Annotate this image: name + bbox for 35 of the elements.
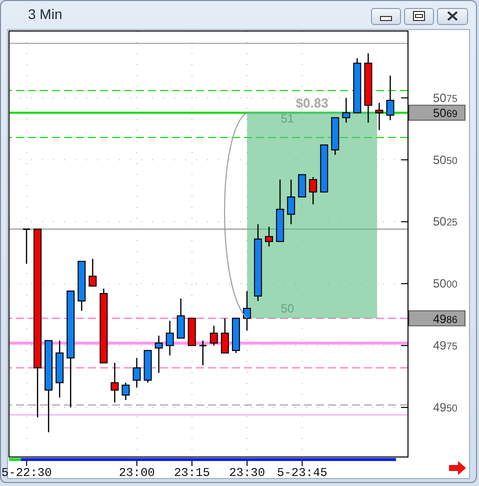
candlestick	[210, 325, 218, 346]
ref-line-label: 5069	[433, 106, 458, 120]
candlestick	[110, 362, 119, 404]
ref-line-label: 4986	[433, 312, 458, 326]
candlestick	[242, 290, 251, 332]
annotation: 51	[280, 112, 294, 126]
y-tick-label: 5075	[433, 90, 458, 105]
candlestick	[220, 318, 229, 354]
x-tick-label: 23:15	[174, 466, 210, 480]
candlestick	[154, 335, 163, 374]
candlestick	[132, 357, 141, 388]
candlestick	[309, 176, 318, 205]
chart-title: 3 Min	[28, 6, 62, 22]
y-tick-label: 4975	[433, 338, 458, 353]
candlestick	[265, 226, 274, 248]
y-tick-label: 5000	[433, 276, 458, 291]
candlestick	[122, 382, 130, 401]
candlestick	[298, 174, 306, 198]
candlestick	[88, 258, 97, 287]
y-tick-label: 4950	[433, 400, 458, 414]
candlestick	[176, 298, 185, 339]
candlestick	[342, 97, 350, 124]
x-tick-label: 23:30	[229, 466, 266, 480]
x-tick-label: 23:00	[118, 466, 155, 480]
candlestick	[287, 179, 296, 225]
annotation: $0.83	[296, 95, 328, 110]
candlestick	[166, 320, 174, 356]
y-tick-label: 5025	[433, 214, 458, 229]
candlestick	[375, 102, 384, 131]
annotation: 50	[280, 301, 294, 316]
y-tick-label: 5050	[433, 152, 458, 167]
candlestick	[22, 228, 31, 264]
x-tick-label: 5-23:45	[276, 466, 328, 480]
candlestick	[386, 74, 394, 121]
x-tick-label: 5-22:30	[1, 466, 52, 480]
